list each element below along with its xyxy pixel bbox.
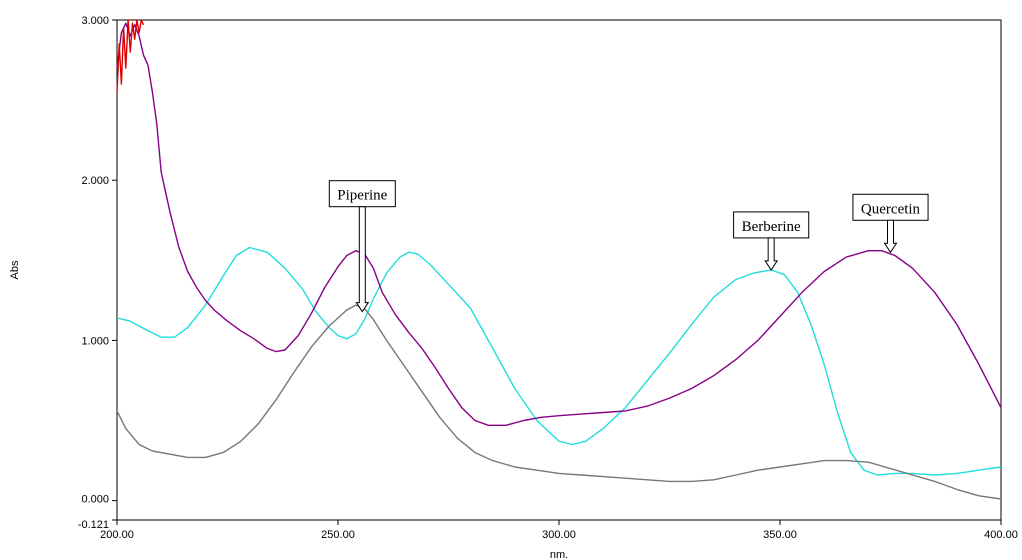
- y-tick-label: -0.121: [78, 519, 109, 531]
- series-line-cyan: [116, 246, 1002, 476]
- y-axis: -0.121 0.000 1.000 2.000 3.000: [78, 15, 117, 531]
- x-tick-label: 350.00: [763, 529, 797, 541]
- x-axis-title: nm.: [550, 549, 568, 560]
- y-tick-label: 0.000: [81, 494, 109, 506]
- annotation-quercetin: Quercetin: [852, 193, 929, 254]
- annotation-box: [328, 180, 396, 208]
- series-line-purple: [116, 22, 1002, 426]
- annotation-arrow: [883, 219, 898, 254]
- x-axis: 200.00 250.00 300.00 350.00 400.00: [100, 520, 1018, 541]
- annotation-berberine: Berberine: [733, 211, 810, 271]
- annotation-arrow: [355, 206, 370, 313]
- y-axis-title: Abs: [9, 260, 21, 279]
- plot-border: [116, 19, 1002, 521]
- annotation-piperine: Piperine: [328, 180, 396, 313]
- y-tick-label: 2.000: [81, 175, 109, 187]
- x-tick-label: 300.00: [542, 529, 576, 541]
- x-tick-label: 400.00: [984, 529, 1018, 541]
- annotation-label: Quercetin: [861, 201, 921, 217]
- plot-area: [116, 19, 1002, 521]
- x-tick-label: 200.00: [100, 529, 134, 541]
- series-layer: [116, 19, 1002, 500]
- series-line-gray: [116, 304, 1002, 500]
- annotation-layer: Piperine Berberine Quercetin: [328, 180, 929, 313]
- x-tick-label: 250.00: [321, 529, 355, 541]
- annotation-label: Piperine: [337, 188, 387, 204]
- series-line-red: [116, 19, 145, 93]
- annotation-label: Berberine: [742, 219, 801, 235]
- y-tick-label: 3.000: [81, 15, 109, 27]
- annotation-arrow: [764, 237, 779, 271]
- y-tick-label: 1.000: [81, 335, 109, 347]
